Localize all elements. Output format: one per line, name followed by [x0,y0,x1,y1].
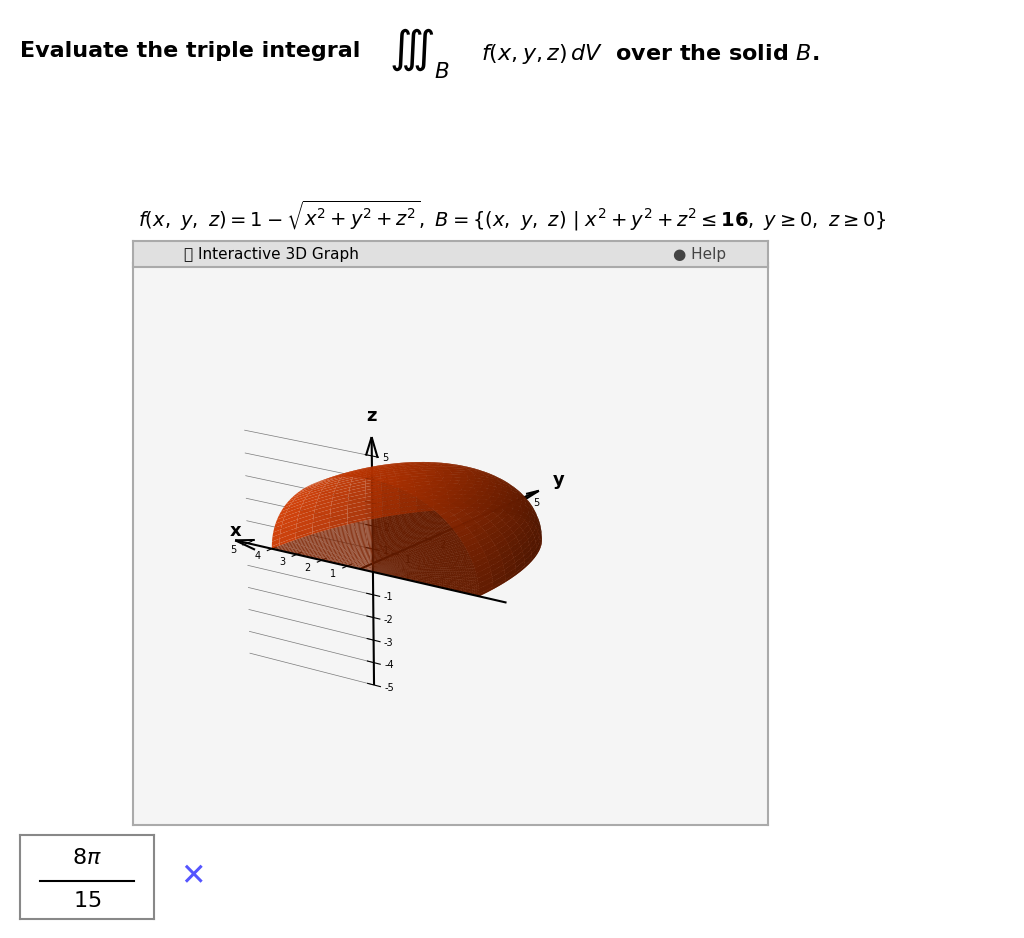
Text: $f(x, y, z)\, dV$  over the solid $B$.: $f(x, y, z)\, dV$ over the solid $B$. [481,42,819,66]
Text: $8\pi$: $8\pi$ [72,849,102,869]
Text: ✕: ✕ [180,863,205,891]
Text: $f(x,\ y,\ z) = 1 - \sqrt{x^2 + y^2 + z^2},\ B = \{(x,\ y,\ z)\ |\ x^2 + y^2 + z: $f(x,\ y,\ z) = 1 - \sqrt{x^2 + y^2 + z^… [137,199,887,233]
Text: 🗔 Interactive 3D Graph: 🗔 Interactive 3D Graph [184,247,358,262]
Text: ● Help: ● Help [673,247,726,262]
Text: Evaluate the triple integral: Evaluate the triple integral [20,40,360,61]
Text: $\iiint_B$: $\iiint_B$ [389,26,451,82]
Text: $15$: $15$ [73,891,101,911]
